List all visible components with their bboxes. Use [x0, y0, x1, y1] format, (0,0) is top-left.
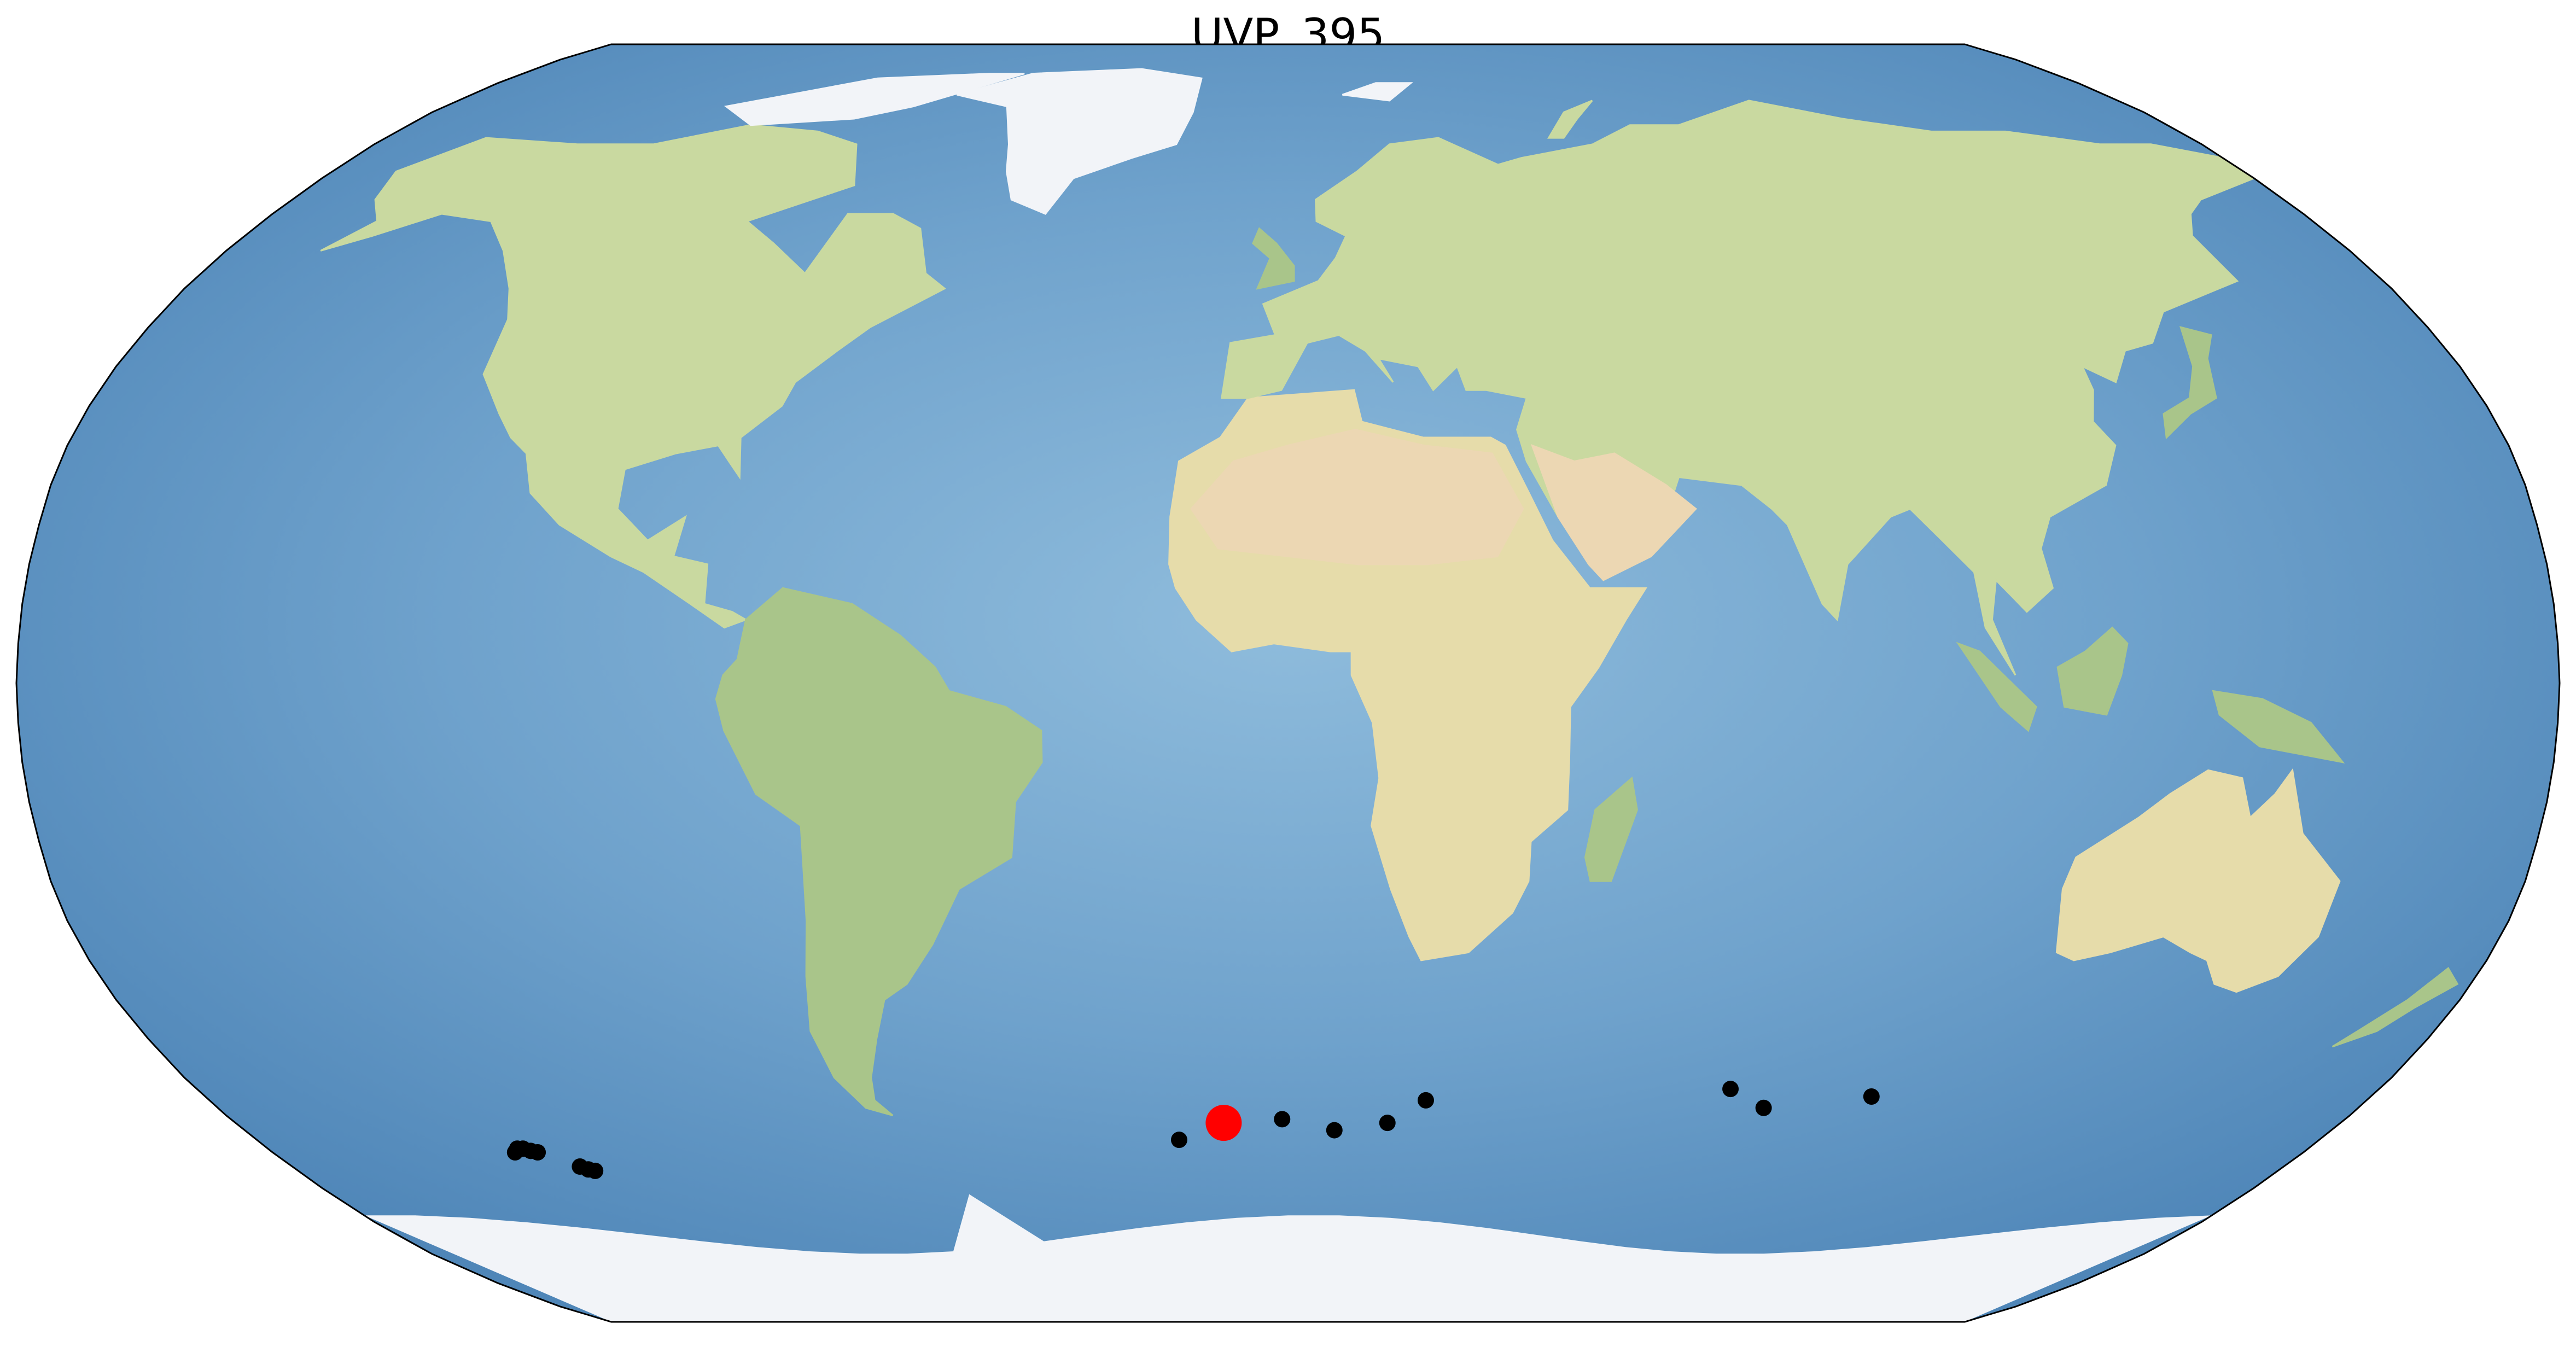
- landmass-greenland: [957, 68, 1203, 215]
- station-marker[interactable]: [587, 1162, 604, 1179]
- landmass-australia: [2055, 768, 2341, 993]
- land-layer: [320, 68, 2459, 1322]
- landmass-new-zealand: [2332, 967, 2459, 1048]
- station-marker[interactable]: [1379, 1115, 1396, 1132]
- landmass-north-america: [320, 124, 946, 629]
- station-marker[interactable]: [1326, 1122, 1343, 1139]
- map-frame: [15, 43, 2561, 1323]
- station-marker[interactable]: [1274, 1111, 1291, 1128]
- landmass-sumatra: [1956, 642, 2037, 732]
- station-marker[interactable]: [529, 1144, 546, 1161]
- landmass-borneo: [2056, 626, 2129, 716]
- current-station-marker[interactable]: [1205, 1105, 1242, 1141]
- landmass-japan: [2163, 326, 2217, 440]
- landmass-arabia-desert: [1530, 444, 1697, 581]
- landmass-arctic-islands: [724, 73, 1025, 126]
- landmass-uk: [1252, 227, 1295, 290]
- station-marker[interactable]: [1755, 1099, 1772, 1116]
- station-marker[interactable]: [1722, 1081, 1739, 1098]
- landmass-svalbard: [1342, 82, 1413, 102]
- station-marker[interactable]: [1417, 1092, 1434, 1109]
- station-marker[interactable]: [1863, 1088, 1880, 1105]
- landmass-new-guinea: [2212, 690, 2345, 764]
- landmass-madagascar: [1584, 776, 1638, 882]
- landmass-eurasia: [1221, 100, 2256, 676]
- station-marker[interactable]: [1170, 1132, 1187, 1149]
- landmass-antarctica: [364, 1194, 2212, 1322]
- markers: [506, 1081, 1880, 1179]
- landmass-south-america: [715, 587, 1043, 1117]
- landmass-novaya-zemlya: [1547, 100, 1593, 139]
- landmass-sahara: [1190, 428, 1524, 566]
